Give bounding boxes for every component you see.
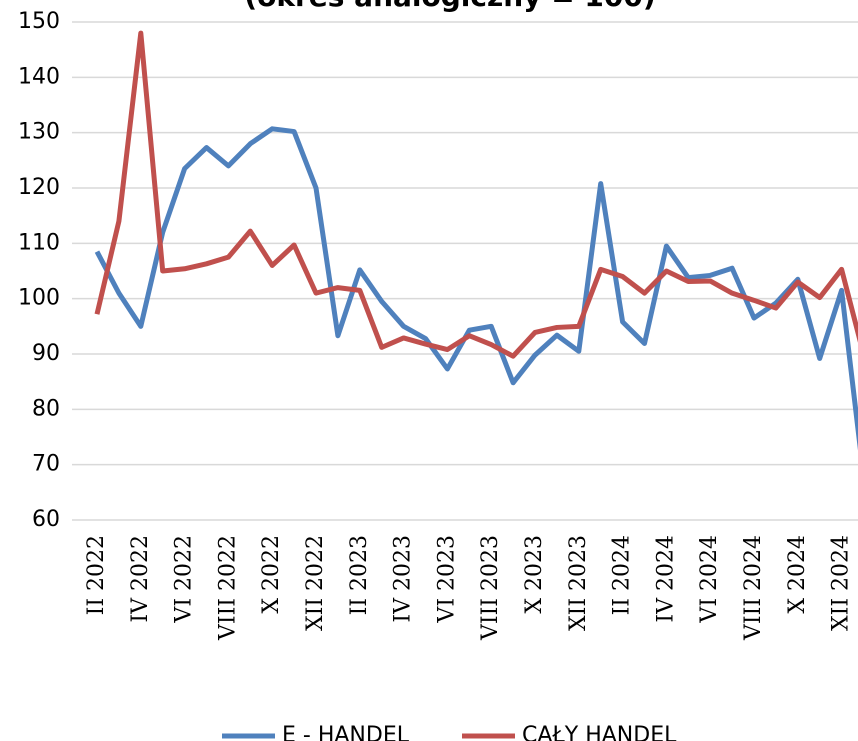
x-tick-label: IV 2022 [128,535,153,623]
y-tick-label: 90 [32,341,60,366]
x-tick-label: IV 2023 [391,535,416,623]
x-tick-label: XII 2022 [303,535,328,631]
x-tick-label: X 2022 [259,535,284,614]
x-tick-label: VIII 2023 [478,535,503,641]
legend-label: CAŁY HANDEL [522,723,677,741]
series-line [94,126,858,451]
y-tick-label: 100 [18,286,60,311]
y-tick-label: 60 [32,507,60,532]
y-tick-label: 140 [18,64,60,89]
x-tick-label: VI 2024 [697,535,722,624]
x-tick-label: X 2024 [785,535,810,614]
x-tick-label: VIII 2022 [215,535,240,641]
chart-title: (okres analogiczny = 100) [244,0,655,13]
x-tick-label: VI 2022 [172,535,197,624]
y-tick-label: 130 [18,120,60,145]
x-tick-label: IV 2024 [653,535,678,623]
x-tick-label: II 2022 [84,535,109,615]
legend-label: E - HANDEL [282,723,410,741]
y-tick-label: 150 [18,9,60,34]
x-tick-label: VI 2023 [434,535,459,624]
y-tick-label: 120 [18,175,60,200]
x-tick-label: II 2024 [610,535,635,615]
x-tick-label: VIII 2024 [741,535,766,641]
y-tick-label: 110 [18,230,60,255]
series-line [94,30,858,359]
y-tick-label: 80 [32,396,60,421]
y-tick-label: 70 [32,452,60,477]
x-tick-label: XII 2024 [829,535,854,631]
x-tick-label: X 2023 [522,535,547,614]
x-tick-label: XII 2023 [566,535,591,631]
x-tick-label: II 2023 [347,535,372,615]
